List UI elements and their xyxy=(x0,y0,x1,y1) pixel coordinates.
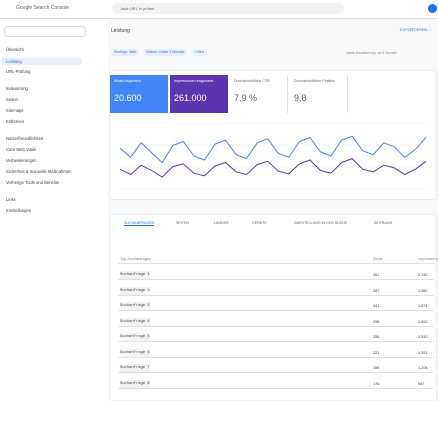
nav-item[interactable]: Nutzerfreundlichkeit xyxy=(6,136,44,141)
table-header: Top-Suchanfragen Klicks Impressionen xyxy=(118,255,438,264)
metric-card[interactable]: Durchschnittliche Position 9,8 xyxy=(290,75,348,113)
avatar[interactable] xyxy=(428,4,437,13)
table-cell: 221 xyxy=(373,350,380,355)
top-bar: Google Search Console Jede URL in prüfen xyxy=(0,0,438,19)
table-cell: 1.540 xyxy=(418,335,428,339)
table-cell: Suchanfrage 6 xyxy=(120,348,150,357)
table-cell: 1.391 xyxy=(418,350,428,355)
metric-value: 261.000 xyxy=(174,93,207,103)
table-cell: 176 xyxy=(373,381,380,386)
nav-item[interactable]: Links xyxy=(6,197,16,202)
nav-item[interactable]: Seiten xyxy=(6,97,18,102)
table-cell: 1.960 xyxy=(418,288,428,293)
metric-card[interactable]: Klicks insgesamt 20.600 xyxy=(110,75,168,113)
page-title: Leistung xyxy=(111,28,130,34)
table-cell: Suchanfrage 3 xyxy=(120,302,150,310)
tab[interactable]: ZEITRAUM xyxy=(374,221,393,225)
table-row[interactable]: Suchanfrage 1 452 2.145 xyxy=(118,271,434,280)
tab[interactable]: GERÄTE xyxy=(252,221,267,225)
metric-value: 20.600 xyxy=(114,93,142,103)
table-cell: Suchanfrage 4 xyxy=(120,317,150,326)
table-row[interactable]: Suchanfrage 6 221 1.391 xyxy=(118,348,434,358)
table-cell: 2.145 xyxy=(418,273,428,277)
table-cell: Suchanfrage 5 xyxy=(120,333,150,341)
column-header: Klicks xyxy=(373,257,383,261)
metric-label: Klicks insgesamt xyxy=(114,79,141,83)
table-cell: 198 xyxy=(373,366,380,370)
table-row[interactable]: Suchanfrage 3 341 1.874 xyxy=(118,302,434,311)
nav-item[interactable]: Übersicht xyxy=(6,47,24,52)
product-name: Google Search Console xyxy=(16,5,70,11)
nav-item[interactable]: Sitemaps xyxy=(6,108,24,113)
table-row[interactable]: Suchanfrage 5 256 1.540 xyxy=(118,333,434,342)
table-cell: Suchanfrage 8 xyxy=(120,379,150,388)
sidebar: Übersicht Leistung URL-Prüfung Indexierung S… xyxy=(0,19,108,438)
tab[interactable]: LÄNDER xyxy=(214,221,229,225)
chart-line xyxy=(119,135,427,164)
filter-chip[interactable]: Suchtyp: Web xyxy=(111,49,140,56)
updated-note: Letzte Aktualisierung: vor 6 Stunden xyxy=(346,51,398,55)
table-row[interactable]: Suchanfrage 4 298 1.652 xyxy=(118,317,434,327)
search-box[interactable]: Jede URL in prüfen xyxy=(112,3,344,14)
nav-item[interactable]: Entfernen xyxy=(6,119,25,124)
table-cell: 256 xyxy=(373,335,380,339)
metric-value: 9,8 xyxy=(294,93,307,103)
property-selector[interactable] xyxy=(4,26,86,37)
metric-value: 7,9 % xyxy=(234,93,258,103)
metric-card[interactable]: Impressionen insgesamt 261.000 xyxy=(170,75,228,113)
main: Leistung EXPORTIEREN Letzte Aktualisieru… xyxy=(108,19,438,400)
table-cell: 1.204 xyxy=(418,366,428,370)
nav-item[interactable]: Vorherige Tools und Berichte xyxy=(6,180,60,185)
metric-label: Durchschnittliche CTR xyxy=(234,79,270,83)
table-cell: 1.652 xyxy=(418,319,428,324)
table-cell: Suchanfrage 7 xyxy=(120,364,150,372)
table-row[interactable]: Suchanfrage 8 176 987 xyxy=(118,379,434,389)
table-row[interactable]: Suchanfrage 7 198 1.204 xyxy=(118,364,434,373)
table-cell: Suchanfrage 2 xyxy=(120,286,150,295)
table-panel xyxy=(110,215,436,400)
column-header: Top-Suchanfragen xyxy=(120,257,152,261)
nav-item[interactable]: Indexierung xyxy=(6,86,28,91)
filter-chip[interactable]: Datum: Letzte 3 Monate xyxy=(143,49,188,56)
nav-item[interactable]: Leistung xyxy=(2,58,82,65)
nav-item[interactable]: Core Web Vitals xyxy=(6,147,37,152)
export-button[interactable]: EXPORTIEREN xyxy=(400,28,428,32)
filter-chip[interactable]: + Neu xyxy=(191,49,207,56)
chart xyxy=(119,122,427,190)
metric-label: Impressionen insgesamt xyxy=(174,79,213,83)
column-header: Impressionen xyxy=(418,257,438,261)
table-cell: 341 xyxy=(373,304,380,308)
table-cell: 452 xyxy=(373,273,380,277)
table-cell: 987 xyxy=(418,381,425,386)
chart-line xyxy=(119,158,427,178)
table-cell: 298 xyxy=(373,319,380,324)
metric-card[interactable]: Durchschnittliche CTR 7,9 % xyxy=(230,75,288,113)
tab[interactable]: SEITEN xyxy=(176,221,189,225)
tab[interactable]: SUCHANFRAGEN xyxy=(124,221,155,226)
tab[interactable]: DARSTELLUNG IN DER SUCHE xyxy=(294,221,348,225)
table-row[interactable]: Suchanfrage 2 387 1.960 xyxy=(118,286,434,296)
nav-item[interactable]: URL-Prüfung xyxy=(6,69,31,74)
nav-item[interactable]: Sicherheit & manuelle Maßnahmen xyxy=(6,169,72,174)
metric-label: Durchschnittliche Position xyxy=(294,79,336,83)
nav-item[interactable]: Einstellungen xyxy=(6,208,32,213)
nav-item[interactable]: Verbesserungen xyxy=(6,158,37,163)
table-cell: 387 xyxy=(373,288,380,293)
table-cell: 1.874 xyxy=(418,304,428,308)
table-cell: Suchanfrage 1 xyxy=(120,271,150,279)
